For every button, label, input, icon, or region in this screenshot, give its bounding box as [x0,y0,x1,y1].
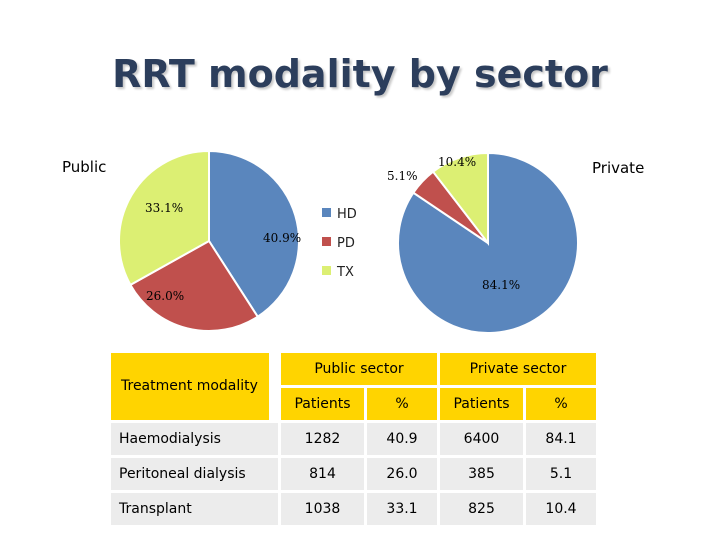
legend-swatch [322,266,331,275]
table-row: Peritoneal dialysis 814 26.0 385 5.1 [111,458,596,490]
table-cell: 5.1 [526,458,596,490]
pie-charts: 40.9% 26.0% 33.1% 84.1% 5.1% 10.4% HD PD TX [118,149,579,334]
table-cell: 10.4 [526,493,596,525]
table-row: Transplant 1038 33.1 825 10.4 [111,493,596,525]
data-label: 26.0% [146,289,184,303]
page-title: RRT modality by sector [112,52,608,96]
table-cell: 40.9 [367,423,437,455]
private-label: Private [592,159,645,177]
legend-swatch [322,237,331,246]
corner-header: Treatment modality [111,353,269,420]
table-cell: 814 [281,458,364,490]
table-cell: 385 [440,458,523,490]
data-label: 40.9% [263,231,301,245]
legend-label: TX [336,265,354,280]
sub-header: % [367,388,437,420]
pie-slice-pd [129,239,260,332]
data-table: Treatment modality Public sector Private… [108,350,599,528]
table-cell: 26.0 [367,458,437,490]
table-cell: 6400 [440,423,523,455]
table-cell: 33.1 [367,493,437,525]
table-cell: 1282 [281,423,364,455]
header-gap [272,353,278,420]
table-row: Haemodialysis 1282 40.9 6400 84.1 [111,423,596,455]
table-cell: 84.1 [526,423,596,455]
row-label: Peritoneal dialysis [111,458,278,490]
row-label: Haemodialysis [111,423,278,455]
legend-label: PD [337,236,355,251]
private-sector-header: Private sector [440,353,596,385]
sub-header: % [526,388,596,420]
data-label: 33.1% [145,201,183,215]
sub-header: Patients [440,388,523,420]
data-label: 84.1% [482,278,520,292]
public-label: Public [62,158,107,176]
legend-swatch [322,208,331,217]
data-label: 5.1% [387,169,418,183]
pie-slice-tx [431,151,489,246]
row-label: Transplant [111,493,278,525]
data-label: 10.4% [438,155,476,169]
public-sector-header: Public sector [281,353,437,385]
table-cell: 825 [440,493,523,525]
sub-header: Patients [281,388,364,420]
table-cell: 1038 [281,493,364,525]
legend-label: HD [337,207,357,222]
pie-slice-tx [118,149,210,287]
